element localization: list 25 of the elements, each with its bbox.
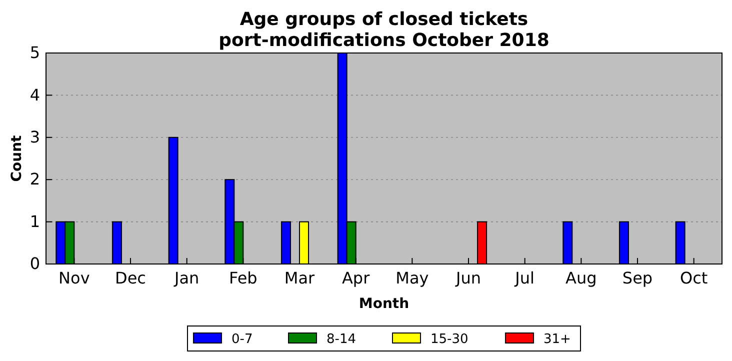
x-tick-label: Jul [514, 268, 534, 288]
y-axis-title: Count [9, 134, 25, 182]
x-tick-label: Sep [622, 268, 653, 288]
x-tick-label: Jun [455, 268, 481, 288]
y-tick-label: 1 [30, 212, 40, 231]
y-tick-label: 4 [30, 85, 40, 104]
y-tick-label: 5 [30, 43, 40, 62]
x-tick-label: Mar [284, 268, 316, 288]
x-tick-label: Dec [115, 268, 146, 288]
y-tick-label: 3 [30, 128, 40, 147]
x-tick-label: Jan [173, 268, 200, 288]
y-tick-label: 2 [30, 170, 40, 189]
x-tick-label: Apr [342, 268, 370, 288]
x-tick-label: May [396, 268, 429, 288]
x-tick-label: Feb [229, 268, 258, 288]
x-tick-label: Oct [680, 268, 708, 288]
legend-label: 8-14 [326, 332, 356, 347]
x-axis-title: Month [358, 296, 410, 312]
x-tick-label: Aug [566, 268, 597, 288]
y-tick-label: 0 [30, 254, 40, 274]
legend-label: 31+ [544, 332, 571, 347]
x-tick-label: Nov [58, 268, 90, 288]
legend-label: 0-7 [232, 332, 253, 347]
chart-title: Age groups of closed tickets port-modifications October 2018 [218, 9, 550, 51]
legend-label: 15-30 [430, 332, 468, 347]
